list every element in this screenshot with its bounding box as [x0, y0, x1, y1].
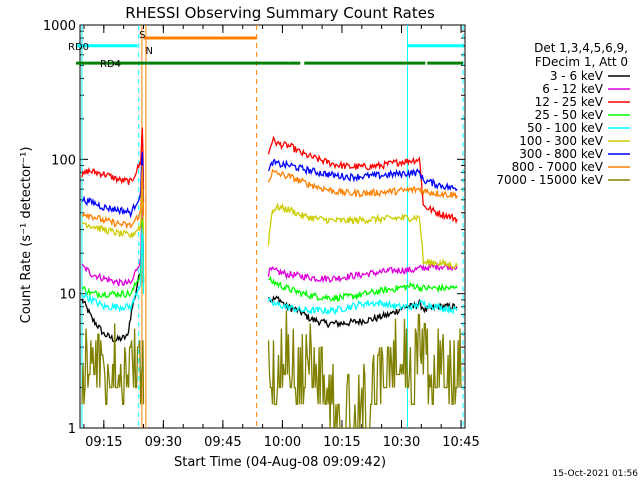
series-line — [267, 296, 458, 316]
x-tick-label: 10:45 — [442, 435, 479, 450]
status-label-n: N — [145, 46, 152, 57]
legend-entry: 100 - 300 keV — [519, 134, 603, 148]
series-line — [267, 202, 458, 270]
x-tick-label: 10:15 — [323, 435, 360, 450]
legend-entry: 6 - 12 keV — [542, 82, 604, 96]
plot-frame — [79, 24, 466, 429]
legend-header: FDecim 1, Att 0 — [535, 55, 628, 69]
y-tick-label: 100 — [51, 153, 76, 168]
series-line — [267, 158, 458, 192]
status-label-rd0: RD0 — [68, 42, 89, 53]
series-line — [267, 168, 458, 199]
y-tick-label: 1 — [68, 422, 76, 437]
x-axis-label: Start Time (04-Aug-08 09:09:42) — [174, 455, 386, 470]
series-line — [267, 135, 458, 225]
series-line — [81, 188, 145, 238]
legend-entry: 800 - 7000 keV — [512, 160, 604, 174]
legend-entry: 7000 - 15000 keV — [496, 173, 603, 187]
status-label-s: S — [139, 30, 145, 41]
series-line — [81, 165, 145, 230]
series-line — [81, 228, 145, 313]
x-tick-label: 09:45 — [204, 435, 241, 450]
series-line — [81, 219, 145, 300]
series-line — [267, 263, 458, 284]
series-line — [267, 310, 462, 428]
legend-entry: 12 - 25 keV — [535, 95, 604, 109]
series-line — [81, 127, 145, 190]
legend: Det 1,3,4,5,6,9,FDecim 1, Att 03 - 6 keV… — [496, 41, 630, 187]
status-label-rd4: RD4 — [100, 59, 121, 70]
legend-entry: 3 - 6 keV — [550, 69, 604, 83]
y-axis-label: Count Rate (s⁻¹ detector⁻¹) — [19, 147, 34, 324]
series-line — [81, 323, 145, 405]
series-line — [268, 275, 458, 302]
legend-entry: 300 - 800 keV — [519, 147, 603, 161]
x-tick-label: 09:15 — [85, 435, 122, 450]
footer-date: 15-Oct-2021 01:56 — [553, 469, 639, 479]
legend-entry: 50 - 100 keV — [527, 121, 604, 135]
x-tick-label: 09:30 — [145, 435, 182, 450]
series-line — [81, 207, 145, 287]
legend-entry: 25 - 50 keV — [535, 108, 604, 122]
x-tick-label: 10:00 — [264, 435, 301, 450]
series-line — [268, 295, 458, 329]
y-tick-label: 1000 — [43, 19, 76, 34]
plot-area: 1 10 100 1000 09:15 09:30 09:45 10:00 10:15 10:30… — [43, 19, 480, 450]
y-tick-label: 10 — [59, 288, 76, 303]
x-tick-label: 10:30 — [383, 435, 420, 450]
series-line — [81, 151, 145, 219]
chart-title: RHESSI Observing Summary Count Rates — [125, 4, 435, 22]
legend-header: Det 1,3,4,5,6,9, — [534, 41, 628, 55]
